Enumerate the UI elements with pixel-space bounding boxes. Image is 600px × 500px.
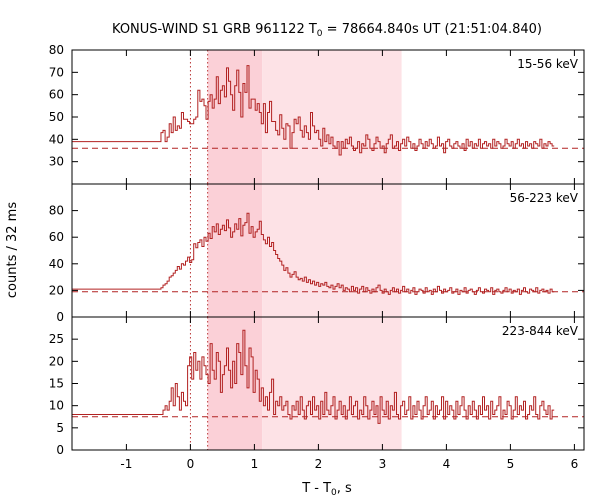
x-tick-label: 2 — [315, 457, 323, 471]
y-tick-label: 80 — [49, 43, 64, 57]
panel-energy-label: 56-223 keV — [510, 191, 579, 205]
y-tick-label: 40 — [49, 257, 64, 271]
y-tick-label: 5 — [56, 421, 64, 435]
y-tick-label: 0 — [56, 443, 64, 457]
panel-energy-label: 223-844 keV — [502, 324, 579, 338]
x-tick-label: 3 — [379, 457, 387, 471]
chart-title-tail: = 78664.840s UT (21:51:04.840) — [323, 22, 542, 37]
chart-title-subscript: 0 — [317, 29, 323, 39]
panel-1: 30 40 50 60 70 80 15-56 keV — [49, 43, 585, 185]
y-tick-label: 25 — [49, 332, 64, 346]
y-tick-label: 10 — [49, 399, 64, 413]
y-tick-label: 20 — [49, 354, 64, 368]
y-tick-label: 70 — [49, 65, 64, 79]
shaded-region-1 — [207, 184, 263, 317]
y-tick-label: 0 — [56, 310, 64, 324]
shaded-region-2 — [262, 184, 402, 317]
x-tick-label: 6 — [571, 457, 579, 471]
shaded-region-2 — [262, 50, 402, 184]
x-tick-label: 0 — [187, 457, 195, 471]
y-tick-label: 80 — [49, 204, 64, 218]
y-tick-label: 30 — [49, 155, 64, 169]
x-axis-label-tail: , s — [337, 481, 352, 496]
y-tick-label: 60 — [49, 88, 64, 102]
light-curve-series — [72, 212, 555, 295]
x-tick-label: 1 — [251, 457, 259, 471]
chart-title: KONUS-WIND S1 GRB 961122 T0 = 78664.840s… — [112, 22, 542, 39]
y-axis-label: counts / 32 ms — [5, 202, 20, 298]
y-tick-label: 40 — [49, 132, 64, 146]
y-tick-label: 60 — [49, 230, 64, 244]
light-curve-series — [72, 65, 555, 156]
x-axis-label: T - T0, s — [301, 481, 352, 498]
panel-3: 0 5 10 15 20 25 223-844 keV — [49, 316, 585, 457]
y-tick-label: 50 — [49, 110, 64, 124]
x-tick-label: -1 — [120, 457, 132, 471]
x-axis-label-subscript: 0 — [331, 488, 337, 498]
x-tick-label: 5 — [507, 457, 515, 471]
y-tick-label: 15 — [49, 377, 64, 391]
shaded-region-1 — [207, 50, 263, 184]
x-tick-label: 4 — [443, 457, 451, 471]
shaded-region-2 — [262, 317, 402, 450]
light-curve-series — [72, 329, 555, 424]
y-tick-label: 20 — [49, 283, 64, 297]
panel-energy-label: 15-56 keV — [517, 57, 579, 71]
panel-2: 0 20 40 60 80 56-223 keV — [49, 183, 585, 324]
